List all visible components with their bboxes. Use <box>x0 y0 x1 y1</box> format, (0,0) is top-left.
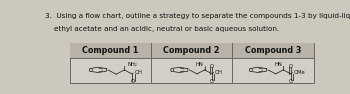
Text: ethyl acetate and an acidic, neutral or basic aqueous solution.: ethyl acetate and an acidic, neutral or … <box>45 26 279 32</box>
Text: Compound 2: Compound 2 <box>163 46 220 55</box>
Text: HN: HN <box>196 63 203 67</box>
Text: HN: HN <box>274 63 282 67</box>
Bar <box>70 43 314 83</box>
Text: Compound 3: Compound 3 <box>245 46 301 55</box>
Text: O: O <box>210 64 214 69</box>
Bar <box>70 43 314 58</box>
Text: OMe: OMe <box>294 70 306 75</box>
Text: O: O <box>210 79 214 84</box>
Text: O: O <box>289 64 293 69</box>
Text: NH₂: NH₂ <box>127 62 137 67</box>
Text: O: O <box>131 79 134 84</box>
Text: Compound 1: Compound 1 <box>82 46 138 55</box>
Text: O: O <box>289 79 293 84</box>
Text: 3.  Using a flow chart, outline a strategy to separate the compounds 1-3 by liqu: 3. Using a flow chart, outline a strateg… <box>45 13 350 19</box>
Text: OH: OH <box>135 70 142 75</box>
Text: OH: OH <box>215 70 223 75</box>
